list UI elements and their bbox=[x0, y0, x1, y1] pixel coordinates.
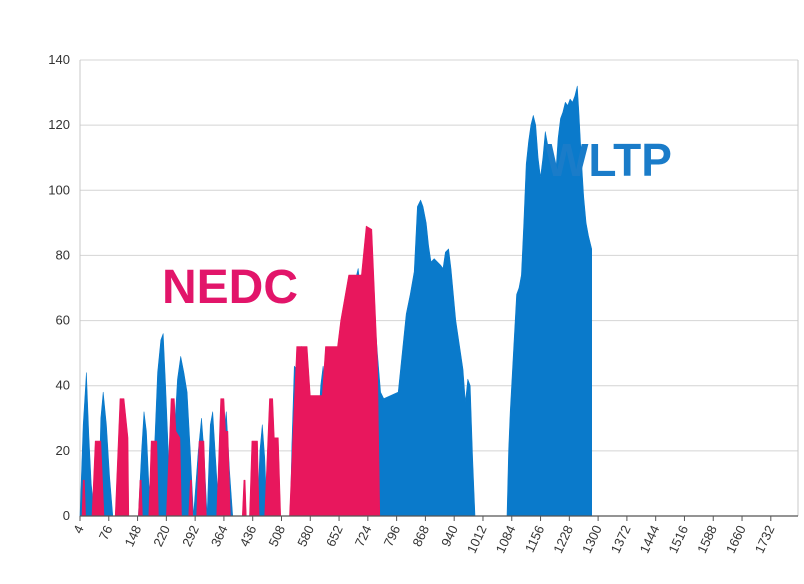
x-tick-label: 364 bbox=[208, 523, 231, 549]
x-tick-label: 652 bbox=[323, 523, 346, 549]
series-labels: WLTP NEDC bbox=[162, 134, 672, 314]
x-tick-label: 1660 bbox=[723, 523, 749, 556]
x-tick-label: 76 bbox=[96, 523, 116, 542]
x-tick-label: 1516 bbox=[665, 523, 691, 556]
x-tick-label: 508 bbox=[265, 523, 288, 549]
x-tick-label: 724 bbox=[352, 523, 375, 549]
y-tick-label: 140 bbox=[48, 52, 70, 67]
x-tick-label: 1156 bbox=[522, 523, 547, 555]
x-tick-label: 1084 bbox=[493, 523, 519, 556]
x-tick-label: 1300 bbox=[579, 523, 605, 556]
x-tick-label: 868 bbox=[409, 523, 432, 549]
x-tick-label: 292 bbox=[179, 523, 202, 549]
x-tick-label: 1732 bbox=[752, 523, 778, 556]
y-tick-label: 100 bbox=[48, 182, 70, 197]
x-tick-label: 148 bbox=[122, 523, 145, 549]
x-tick-label: 4 bbox=[70, 523, 87, 536]
y-tick-label: 120 bbox=[48, 117, 70, 132]
y-tick-label: 80 bbox=[56, 247, 70, 262]
y-tick-label: 20 bbox=[56, 443, 70, 458]
x-tick-label: 796 bbox=[381, 523, 404, 549]
x-tick-label: 580 bbox=[294, 523, 317, 549]
y-tick-label: 60 bbox=[56, 313, 70, 328]
x-tick-label: 220 bbox=[150, 523, 173, 549]
x-tick-label: 1444 bbox=[637, 523, 663, 556]
x-tick-label: 1012 bbox=[464, 523, 490, 556]
x-tick-label: 940 bbox=[438, 523, 461, 549]
y-tick-label: 0 bbox=[63, 508, 70, 523]
series-label-nedc: NEDC bbox=[162, 261, 298, 314]
x-tick-label: 1228 bbox=[550, 523, 576, 556]
series-label-wltp: WLTP bbox=[545, 134, 672, 186]
x-tick-label: 1588 bbox=[694, 523, 720, 556]
plot-area bbox=[79, 85, 592, 517]
y-tick-label: 40 bbox=[56, 378, 70, 393]
x-tick-label: 1372 bbox=[608, 523, 634, 556]
x-tick-label: 436 bbox=[237, 523, 260, 549]
